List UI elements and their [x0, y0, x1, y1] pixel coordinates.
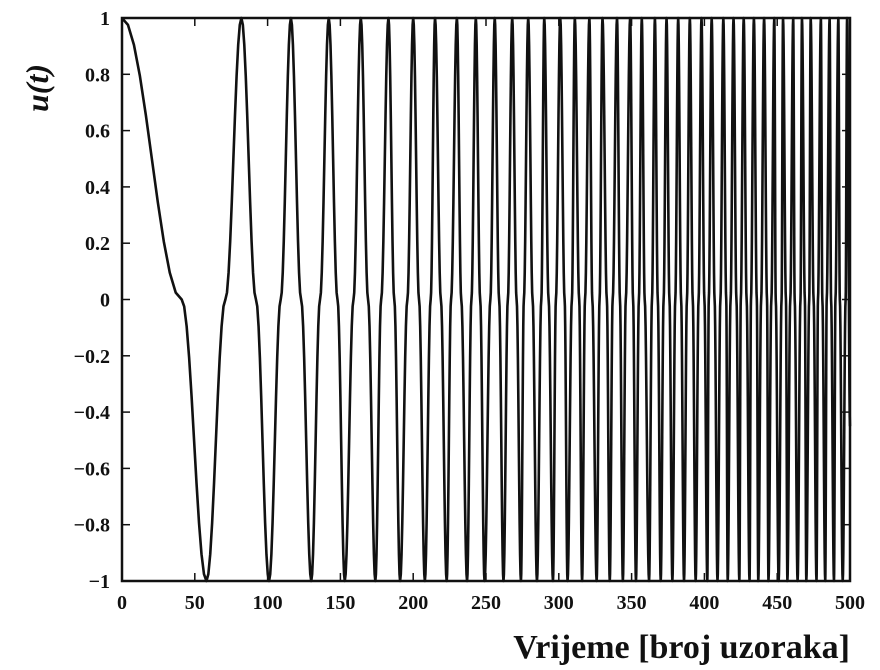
series-layer [121, 16, 852, 583]
y-tick-label: 0.2 [85, 233, 110, 255]
x-tick-label: 300 [544, 592, 574, 614]
x-tick-label: 350 [617, 592, 647, 614]
x-tick-label: 150 [325, 592, 355, 614]
x-tick-label: 450 [762, 592, 792, 614]
y-tick-label: −0.2 [74, 346, 110, 368]
x-tick-label: 0 [117, 592, 127, 614]
series-line-chirp [121, 16, 852, 583]
y-axis-ticks: 1 0.8 0.6 0.4 0.2 0 −0.2 −0.4 −0.6 −0.8 −1 [74, 8, 850, 593]
x-tick-label: 50 [185, 592, 205, 614]
x-tick-label: 100 [253, 592, 283, 614]
y-axis-title: u(t) [19, 64, 55, 112]
x-tick-label: 500 [835, 592, 865, 614]
x-tick-label: 400 [689, 592, 719, 614]
y-tick-label: 0 [100, 290, 110, 312]
x-axis-ticks: 0 50 100 150 200 250 300 350 400 450 500 [117, 18, 865, 614]
x-axis-title: Vrijeme [broj uzoraka] [513, 629, 850, 666]
x-tick-label: 250 [471, 592, 501, 614]
y-tick-label: 0.8 [85, 64, 110, 86]
y-tick-label: −1 [89, 571, 110, 593]
y-tick-label: 1 [100, 8, 110, 30]
y-tick-label: −0.8 [74, 515, 110, 537]
y-tick-label: 0.4 [85, 177, 110, 199]
y-tick-label: 0.6 [85, 121, 110, 143]
y-tick-label: −0.6 [74, 458, 110, 480]
x-tick-label: 200 [398, 592, 428, 614]
y-tick-label: −0.4 [74, 402, 110, 424]
